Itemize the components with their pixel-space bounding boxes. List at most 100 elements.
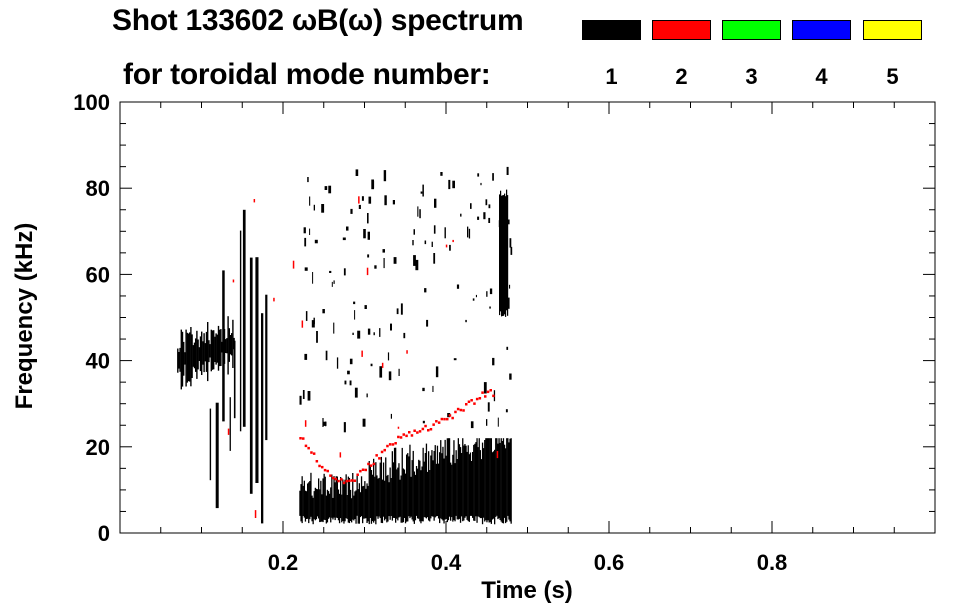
- n1-speck: [413, 255, 416, 266]
- n1-streak: [336, 476, 338, 518]
- legend-swatch-5: [863, 20, 922, 40]
- n1-streak: [501, 195, 503, 317]
- n1-speck: [303, 227, 306, 234]
- n1-streak: [451, 464, 453, 518]
- n1-streak: [411, 460, 413, 520]
- n2-point: [367, 462, 370, 466]
- n1-streak: [456, 459, 458, 520]
- n1-streak: [409, 444, 411, 519]
- n1-streak: [219, 329, 221, 367]
- n1-streak: [202, 341, 204, 365]
- n2-point: [397, 435, 400, 439]
- n1-streak: [478, 438, 480, 518]
- n1-streak: [393, 447, 396, 518]
- n1-streak: [425, 443, 428, 519]
- n2-point: [356, 473, 359, 476]
- n2-point: [473, 402, 476, 405]
- n2-speck: [445, 244, 448, 248]
- n1-streak: [325, 495, 327, 524]
- n2-point: [299, 437, 302, 440]
- n1-speck: [349, 380, 352, 386]
- n1-streak: [205, 331, 208, 372]
- n1-speck: [309, 228, 311, 235]
- n1-streak: [312, 497, 314, 525]
- n1-streak: [388, 482, 390, 517]
- n2-point: [307, 446, 310, 450]
- y-tick-label: 20: [86, 435, 110, 460]
- n1-streak: [359, 492, 362, 518]
- n1-streak: [367, 485, 369, 522]
- n1-streak: [391, 451, 393, 521]
- n2-speck: [366, 267, 369, 276]
- y-axis-label: Frequency (kHz): [11, 223, 38, 410]
- x-tick-label: 0.8: [757, 550, 788, 575]
- n2-point: [454, 410, 457, 414]
- n1-speck: [329, 270, 332, 273]
- legend-label-3: 3: [745, 64, 758, 89]
- n1-speck: [379, 328, 381, 337]
- n1-streak: [445, 455, 447, 519]
- n1-streak: [474, 443, 476, 521]
- legend-swatch-1: [582, 20, 641, 40]
- n1-streak: [475, 442, 477, 517]
- n2-point: [418, 430, 422, 433]
- n1-streak: [201, 331, 203, 375]
- n1-streak: [184, 352, 186, 365]
- n1-streak: [481, 442, 484, 525]
- n1-streak: [217, 325, 220, 371]
- n1-streak: [347, 476, 349, 523]
- n1-speck: [480, 182, 482, 186]
- n1-streak: [502, 438, 505, 524]
- n1-streak: [190, 327, 192, 387]
- spectrogram-marks: [177, 166, 513, 525]
- n1-region: [177, 316, 235, 390]
- n1-streak: [414, 474, 417, 521]
- x-axis-label: Time (s): [481, 577, 573, 604]
- n1-streak: [395, 447, 397, 523]
- n1-speck: [307, 391, 311, 401]
- n1-speck: [456, 284, 460, 289]
- n1-streak: [404, 473, 407, 524]
- n1-streak: [444, 439, 446, 520]
- n1-speck: [398, 368, 400, 376]
- n1-speck: [507, 297, 510, 309]
- n2-point: [410, 434, 414, 437]
- n1-speck: [374, 265, 377, 269]
- n1-speck: [362, 418, 366, 427]
- n1-speck: [433, 225, 436, 234]
- n1-streak: [479, 450, 481, 519]
- n1-speck: [347, 370, 350, 375]
- n2-point: [386, 444, 389, 448]
- n1-speck: [452, 180, 455, 189]
- n1-streak: [183, 341, 185, 376]
- n1-speck: [323, 421, 327, 426]
- n1-streak: [492, 451, 495, 519]
- n1-streak: [305, 491, 308, 519]
- n2-speck: [273, 297, 275, 302]
- n1-streak: [509, 438, 511, 522]
- n1-streak: [486, 438, 488, 523]
- n1-streak: [249, 257, 253, 494]
- n1-streak: [322, 478, 324, 523]
- n1-streak: [398, 463, 400, 518]
- n1-speck: [422, 420, 425, 424]
- n1-speck: [453, 358, 457, 361]
- n2-point: [440, 417, 444, 421]
- n2-speck: [232, 279, 235, 283]
- chart-title-line2: for toroidal mode number:: [123, 58, 491, 91]
- n1-streak: [197, 339, 199, 370]
- n2-speck: [496, 451, 499, 459]
- n1-streak: [473, 444, 475, 521]
- n1-speck: [420, 191, 423, 194]
- n2-point: [369, 464, 373, 467]
- n1-streak: [187, 333, 190, 382]
- n1-streak: [406, 454, 408, 522]
- n1-streak: [495, 438, 497, 517]
- n1-speck: [322, 418, 324, 427]
- n1-speck: [371, 179, 374, 190]
- n2-point: [388, 443, 392, 446]
- n2-point: [391, 443, 395, 446]
- n1-speck: [304, 353, 308, 360]
- n1-speck: [422, 387, 425, 392]
- n1-speck: [322, 309, 325, 314]
